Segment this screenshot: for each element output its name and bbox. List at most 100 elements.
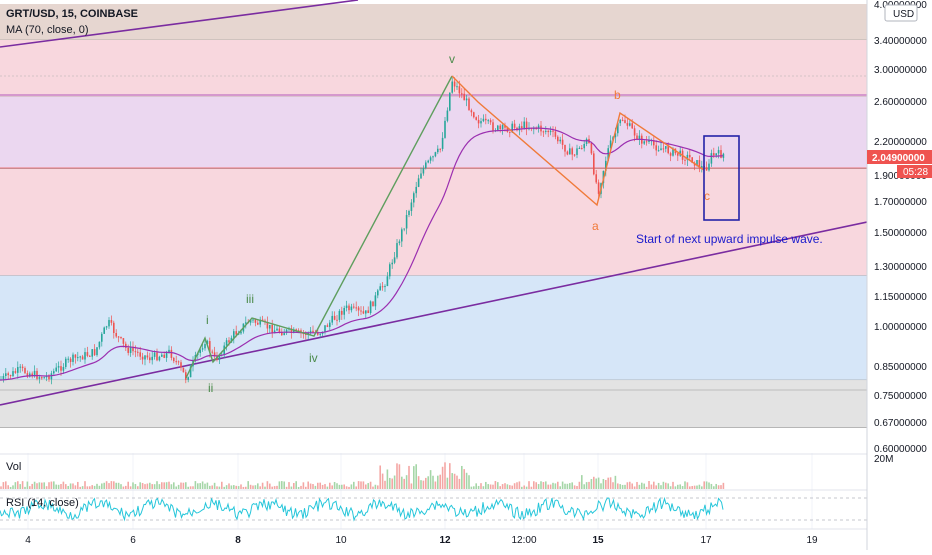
price-tick-label: 1.00000000 [874, 322, 927, 333]
volume-bar [264, 486, 266, 489]
volume-bar [590, 479, 593, 489]
volume-bar [403, 478, 405, 489]
price-zone-band [0, 380, 867, 428]
volume-bar [225, 485, 228, 489]
candle-body [329, 322, 331, 327]
candle-body [74, 354, 77, 358]
volume-bar [254, 485, 257, 489]
volume-bar [441, 466, 444, 489]
currency-button[interactable]: USD [884, 4, 918, 22]
candle-body [153, 352, 156, 357]
volume-bar [669, 486, 672, 489]
candle-body [295, 329, 297, 331]
candle-body [41, 377, 43, 379]
candle-body [720, 150, 722, 158]
candle-body [113, 322, 115, 334]
candle-body [391, 262, 393, 265]
candle-body [432, 156, 434, 158]
volume-bar [257, 483, 259, 489]
candle-body [446, 110, 449, 121]
candle-body [43, 377, 45, 379]
volume-bar [81, 486, 84, 489]
volume-bar [665, 482, 667, 489]
candle-body [504, 125, 506, 128]
candle-body [132, 346, 134, 352]
price-tick-label: 0.67000000 [874, 418, 927, 429]
volume-bar [717, 485, 720, 489]
candle-body [374, 295, 377, 307]
volume-bar [31, 483, 33, 489]
candle-body [14, 371, 17, 373]
volume-bar [492, 484, 494, 489]
volume-bar [528, 481, 530, 489]
candle-body [281, 331, 283, 336]
time-axis[interactable]: 4 6 8 10 12 12:00 15 17 19 [25, 535, 818, 546]
volume-bar [417, 476, 420, 489]
volume-bar [614, 475, 617, 489]
target-box[interactable] [703, 135, 740, 221]
trendlines [0, 0, 867, 406]
candle-body [249, 319, 252, 323]
wave-label-v: v [449, 52, 455, 66]
volume-bar [648, 481, 650, 489]
candle-body [230, 337, 233, 343]
volume-bar [230, 485, 233, 489]
candle-body [26, 373, 29, 377]
time-tick-label: 10 [335, 535, 347, 546]
candle-body [115, 333, 117, 337]
volume-bar [600, 483, 602, 489]
candle-body [235, 331, 237, 335]
volume-bar [521, 486, 523, 489]
candle-body [33, 370, 36, 377]
volume-bar [453, 473, 456, 489]
candle-body [146, 355, 149, 358]
volume-bar [221, 481, 223, 489]
candle-body [554, 131, 557, 137]
symbol-title[interactable]: GRT/USD, 15, COINBASE [6, 8, 138, 20]
rsi-label[interactable]: RSI (14, close) [6, 497, 79, 509]
time-tick-label: 17 [700, 535, 712, 546]
volume-bar [141, 483, 144, 489]
volume-bar [125, 485, 127, 489]
candle-body [381, 286, 384, 288]
volume-bar [657, 482, 660, 489]
volume-bar [74, 485, 77, 489]
volume-bar [535, 482, 537, 489]
volume-bar [463, 469, 465, 489]
candle-body [156, 352, 158, 361]
ma-legend[interactable]: MA (70, close, 0) [6, 24, 89, 36]
volume-bar [681, 486, 684, 489]
volume-bar [314, 485, 317, 489]
volume-bar [69, 483, 72, 489]
volume-bar [343, 484, 345, 489]
volume-bar [504, 483, 506, 489]
candle-body [698, 160, 701, 168]
candle-body [122, 338, 125, 344]
volume-bar [242, 486, 245, 489]
volume-bar [48, 482, 50, 489]
candle-body [509, 131, 511, 133]
volume-bar [67, 485, 69, 489]
volume-bar [597, 477, 600, 489]
candle-body [278, 328, 281, 332]
candle-body [619, 119, 621, 124]
candle-body [185, 372, 187, 380]
volume-bar [295, 481, 297, 489]
volume-bar [261, 482, 264, 489]
volume-bar [77, 481, 79, 489]
candle-body [499, 125, 501, 130]
rsi-line [0, 496, 724, 522]
candle-body [103, 327, 105, 334]
price-tick-label: 0.85000000 [874, 362, 927, 373]
candle-body [228, 340, 230, 343]
candle-body [396, 243, 398, 258]
volume-label[interactable]: Vol [6, 461, 21, 473]
candle-body [566, 151, 569, 155]
candle-body [559, 139, 561, 142]
candle-body [259, 319, 261, 325]
currency-label: USD [893, 9, 914, 20]
candle-body [475, 117, 477, 120]
candle-body [405, 214, 408, 229]
